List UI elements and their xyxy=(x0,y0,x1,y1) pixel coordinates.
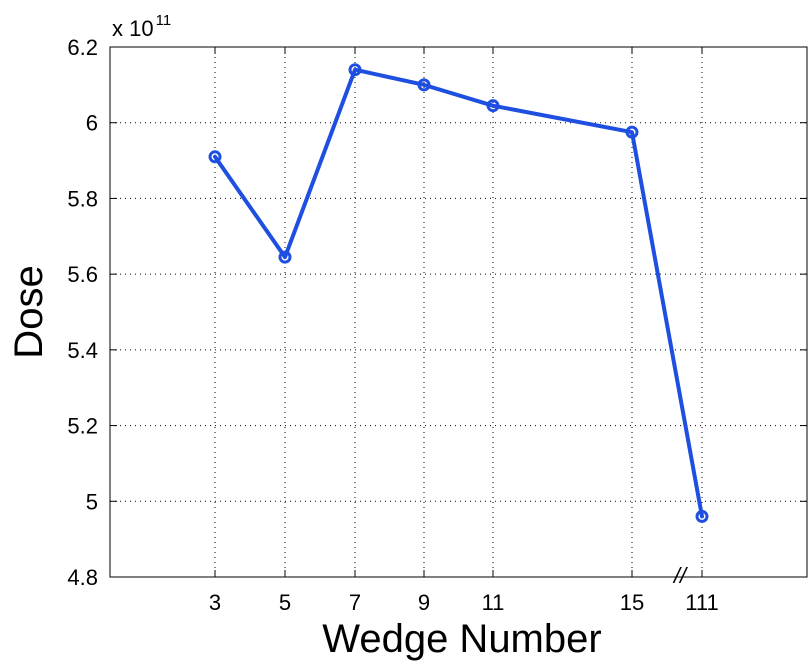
x-axis-title: Wedge Number xyxy=(322,617,601,661)
series-line xyxy=(213,67,704,519)
x-tick-labels: 3 5 7 9 11 15 111 xyxy=(209,590,719,615)
y-tick-labels: 4.8 5 5.2 5.4 5.6 5.8 6 6.2 xyxy=(67,35,98,590)
y-tick-label: 5.6 xyxy=(67,262,98,287)
x-tick-label: 7 xyxy=(349,590,361,615)
data-point-marker xyxy=(208,150,222,164)
data-point-marker xyxy=(625,125,639,139)
y-tick-label: 5.4 xyxy=(67,338,98,363)
y-tick-label: 5.2 xyxy=(67,414,98,439)
series-group xyxy=(208,63,709,523)
y-tick-label: 5.8 xyxy=(67,186,98,211)
data-point-marker xyxy=(695,509,709,523)
x-tick-label: 11 xyxy=(482,590,505,615)
data-point-marker xyxy=(417,78,431,92)
plot-frame xyxy=(109,46,808,578)
y-tick-label: 6.2 xyxy=(67,35,98,60)
plot-background xyxy=(110,47,807,577)
grid-lines xyxy=(110,47,807,577)
x-tick-label: 5 xyxy=(279,590,291,615)
axis-break-marker: // xyxy=(672,563,688,588)
x-tick-label: 15 xyxy=(620,590,644,615)
y-exponent-base: x 10 xyxy=(112,16,154,41)
x-tick-label: 9 xyxy=(418,590,430,615)
y-exponent-power: 11 xyxy=(156,12,172,29)
y-exponent-label: x 10 11 xyxy=(112,12,171,41)
axis-ticks xyxy=(110,46,807,578)
x-tick-label: 3 xyxy=(209,590,221,615)
y-tick-label: 5 xyxy=(86,489,98,514)
x-tick-label: 111 xyxy=(685,590,718,615)
y-tick-label: 4.8 xyxy=(67,565,98,590)
y-tick-label: 6 xyxy=(86,111,98,136)
data-point-marker xyxy=(348,63,362,77)
y-axis-title: Dose xyxy=(7,265,51,358)
data-point-marker xyxy=(486,99,500,113)
data-point-marker xyxy=(278,250,292,264)
